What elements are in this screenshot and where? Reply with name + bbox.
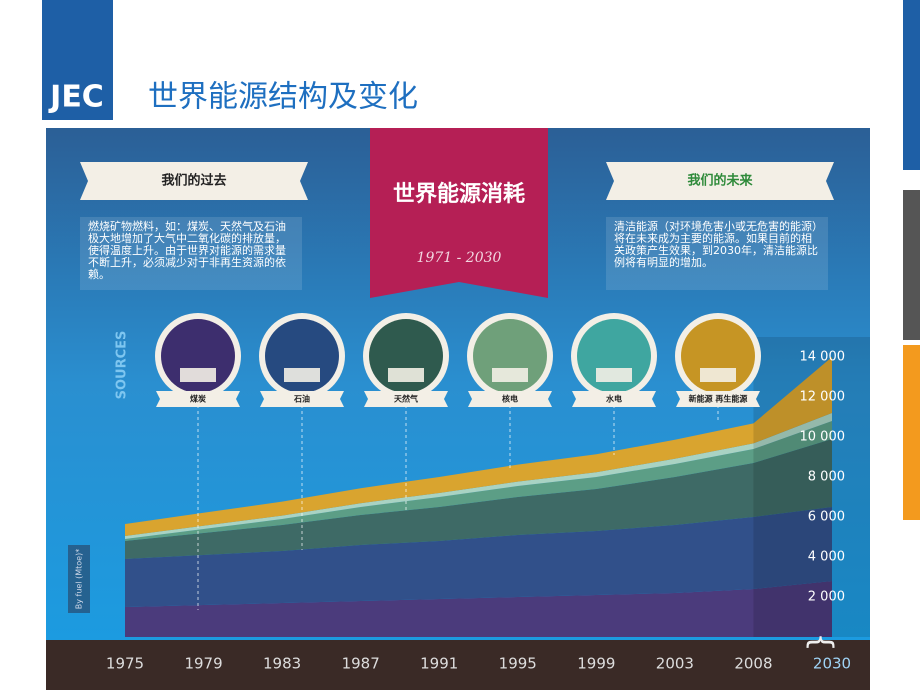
icon: [161, 319, 235, 393]
icon-glyph: [492, 368, 528, 382]
x-axis-band: [46, 640, 870, 690]
label-ribbon: [260, 391, 344, 407]
area: [125, 507, 832, 607]
legend-label: 核电: [502, 394, 518, 404]
x-tick-label: 1991: [420, 655, 458, 673]
label-ribbon: [468, 391, 552, 407]
icon-glyph: [180, 368, 216, 382]
x-tick-label: 1983: [263, 655, 301, 673]
label-ribbon: [676, 391, 760, 407]
label-ribbon: [572, 391, 656, 407]
icon: [473, 319, 547, 393]
y-axis-label: SOURCES: [115, 331, 130, 400]
banner-text: 我们的未来: [687, 173, 753, 189]
legend-label: 煤炭: [190, 394, 206, 404]
x-tick-label: 2003: [656, 655, 694, 673]
area: [125, 581, 832, 637]
x-tick-label: 1995: [499, 655, 537, 673]
icon: [265, 319, 339, 393]
label-ribbon: [156, 391, 240, 407]
y-tick-label: 14 000: [800, 350, 846, 365]
forecast-shade: [753, 337, 870, 637]
banner: [606, 162, 834, 200]
x-tick-label: 1987: [342, 655, 380, 673]
chart-subtitle: 1971 - 2030: [417, 250, 502, 266]
area: [125, 439, 832, 559]
icon-glyph: [596, 368, 632, 382]
area: [125, 357, 832, 536]
side-bar: [903, 190, 920, 340]
note-box: [68, 545, 90, 613]
legend-label: 水电: [605, 394, 622, 404]
x-tick-label: 1975: [106, 655, 144, 673]
x-tick-label: 2008: [734, 655, 772, 673]
ribbon: [370, 128, 548, 298]
icon: [681, 319, 755, 393]
unit-note: By fuel (Mtoe)*: [75, 549, 84, 609]
label-ribbon: [364, 391, 448, 407]
chart-title: 世界能源消耗: [393, 181, 525, 207]
x-tick-label: 1979: [184, 655, 222, 673]
banner-text: 我们的过去: [161, 173, 226, 189]
y-tick-label: 8 000: [808, 470, 845, 485]
icon-glyph: [284, 368, 320, 382]
legend-label: 石油: [293, 394, 310, 404]
y-tick-label: 2 000: [808, 590, 845, 605]
slide-title: 世界能源结构及变化: [148, 80, 418, 115]
logo-block: [42, 0, 113, 120]
x-tick-label: 1999: [577, 655, 615, 673]
logo: JEC: [48, 80, 104, 115]
past-text: 燃烧矿物燃料，如：煤炭、天然气及石油极大地增加了大气中二氧化碳的排放量，使得温度…: [80, 217, 302, 290]
icon: [577, 319, 651, 393]
x-tick-label: 2030: [813, 655, 851, 673]
future-text: 清洁能源（对环境危害小或无危害的能源）将在未来成为主要的能源。如果目前的相关政策…: [606, 217, 828, 290]
legend-label: 新能源 再生能源: [689, 394, 748, 404]
legend-label: 天然气: [394, 394, 418, 404]
y-tick-label: 4 000: [808, 550, 845, 565]
side-bar: [903, 345, 920, 520]
icon-glyph: [700, 368, 736, 382]
icon: [369, 319, 443, 393]
icon-glyph: [388, 368, 424, 382]
y-tick-label: 6 000: [808, 510, 845, 525]
banner: [80, 162, 308, 200]
y-tick-label: 10 000: [800, 430, 846, 445]
side-bar: [903, 0, 920, 170]
brace: {: [804, 632, 839, 651]
y-tick-label: 12 000: [800, 390, 846, 405]
